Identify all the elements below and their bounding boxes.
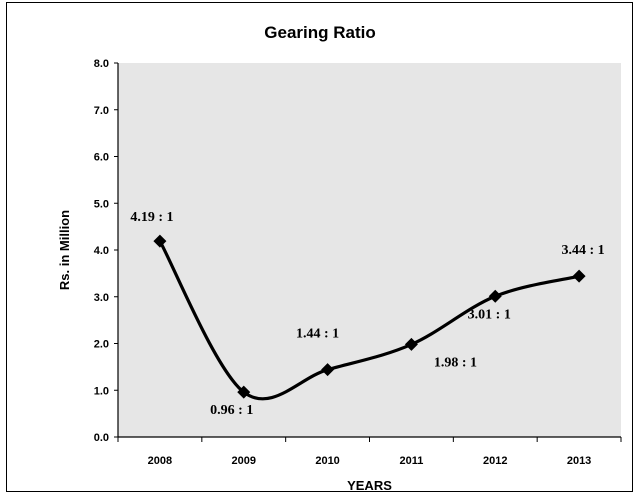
data-label-2009: 0.96 : 1: [210, 403, 253, 418]
x-tick-label: 2012: [483, 455, 507, 467]
x-tick-label: 2008: [148, 455, 172, 467]
y-tick-label: 1.0: [94, 385, 109, 397]
x-tick-label: 2013: [567, 455, 591, 467]
data-point-2011: [404, 337, 418, 351]
x-tick-label: 2010: [315, 455, 339, 467]
data-label-2008: 4.19 : 1: [130, 210, 173, 225]
data-point-2010: [321, 363, 335, 377]
data-point-2013: [572, 269, 586, 283]
data-label-2012: 3.01 : 1: [468, 307, 511, 322]
data-point-2009: [237, 385, 251, 399]
x-tick-label: 2011: [399, 455, 423, 467]
y-tick-label: 7.0: [94, 105, 109, 117]
y-tick-label: 4.0: [94, 245, 109, 257]
y-tick-label: 6.0: [94, 152, 109, 164]
plot-area: [118, 63, 621, 437]
x-axis-label: YEARS: [347, 478, 392, 493]
y-tick-label: 2.0: [94, 339, 109, 351]
data-label-2011: 1.98 : 1: [434, 355, 477, 370]
data-point-2008: [153, 234, 167, 248]
x-tick-label: 2009: [232, 455, 256, 467]
data-label-2013: 3.44 : 1: [561, 243, 604, 258]
y-axis-label: Rs. in Million: [57, 210, 72, 290]
y-tick-label: 5.0: [94, 198, 109, 210]
y-tick-label: 0.0: [94, 432, 109, 444]
y-tick-label: 3.0: [94, 292, 109, 304]
data-label-2010: 1.44 : 1: [296, 327, 339, 342]
y-tick-label: 8.0: [94, 58, 109, 70]
data-point-2012: [488, 289, 502, 303]
chart-title: Gearing Ratio: [264, 23, 375, 42]
